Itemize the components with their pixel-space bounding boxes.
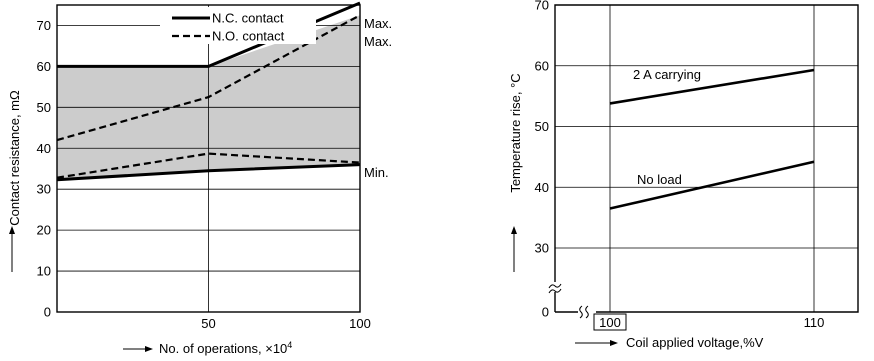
x-axis-break-marks <box>579 305 589 319</box>
y-tick-label: 0 <box>542 305 549 320</box>
y-tick-label: 70 <box>37 18 51 33</box>
series-line <box>609 160 815 210</box>
x-tick-label: 50 <box>201 316 215 331</box>
grid-lines <box>57 5 360 312</box>
plot-frame <box>56 4 361 313</box>
x-tick-label-100: 100 <box>599 315 621 330</box>
y-tick-labels: 0 10 20 30 40 50 60 70 <box>37 18 51 320</box>
x-axis-title: No. of operations, ×104 <box>159 340 292 356</box>
y-tick-label: 50 <box>535 119 549 134</box>
legend-label-nc: N.C. contact <box>212 11 284 26</box>
x-tick-label-110: 110 <box>804 315 825 330</box>
y-tick-label: 30 <box>37 182 51 197</box>
y-tick-label: 10 <box>37 264 51 279</box>
nc-contact-line <box>56 163 361 182</box>
y-tick-label: 60 <box>535 58 549 73</box>
y-tick-label: 30 <box>535 241 549 256</box>
y-tick-label: 40 <box>535 180 549 195</box>
y-axis-arrow-head <box>511 226 517 234</box>
grid-lines <box>555 5 858 312</box>
annotation-min: Min. <box>364 165 389 180</box>
y-axis-label: Temperature rise, °C <box>508 73 523 192</box>
x-tick-label: 100 <box>349 316 371 331</box>
y-tick-labels: 0 30 40 50 60 70 <box>535 0 549 320</box>
y-axis-arrow-head <box>9 226 15 234</box>
y-tick-label: 50 <box>37 100 51 115</box>
annotation-max-nc: Max. <box>364 16 392 31</box>
y-tick-label: 40 <box>37 141 51 156</box>
series-line <box>609 68 815 105</box>
legend: N.C. contact N.O. contact <box>160 7 316 44</box>
series-label-no-load: No load <box>637 172 682 187</box>
x-axis-arrow-head <box>610 340 618 346</box>
x-axis-arrow-head <box>145 346 153 352</box>
y-axis-title: Contact resistance, mΩ <box>7 90 22 226</box>
legend-label-no: N.O. contact <box>212 29 285 44</box>
x-axis-label: No. of operations, ×10 <box>159 341 287 356</box>
y-axis-title: Temperature rise, °C <box>508 73 523 192</box>
no-contact-line <box>56 152 361 179</box>
y-axis-break-marks <box>548 283 562 294</box>
y-tick-label: 60 <box>37 59 51 74</box>
x-tick-highlight-box <box>593 313 627 331</box>
annotation-max-no: Max. <box>364 34 392 49</box>
series-label-2a-carrying: 2 A carrying <box>633 67 701 82</box>
series-lines <box>609 68 815 210</box>
no-contact-line <box>56 14 361 142</box>
x-axis-label-exponent: 4 <box>287 340 292 350</box>
plot-frame <box>554 4 859 313</box>
left-chart: 0 10 20 30 40 50 60 70 50 100 N.C. contact N.O. … <box>7 1 392 356</box>
y-tick-label: 0 <box>44 305 51 320</box>
x-axis-label: Coil applied voltage,%V <box>626 335 764 350</box>
y-axis-label: Contact resistance, mΩ <box>7 90 22 226</box>
y-tick-label: 70 <box>535 0 549 13</box>
x-tick-labels: 50 100 <box>201 316 371 331</box>
legend-background <box>160 7 316 44</box>
right-chart: 0 30 40 50 60 70 100 110 2 A carrying No load… <box>508 0 859 350</box>
y-tick-label: 20 <box>37 223 51 238</box>
